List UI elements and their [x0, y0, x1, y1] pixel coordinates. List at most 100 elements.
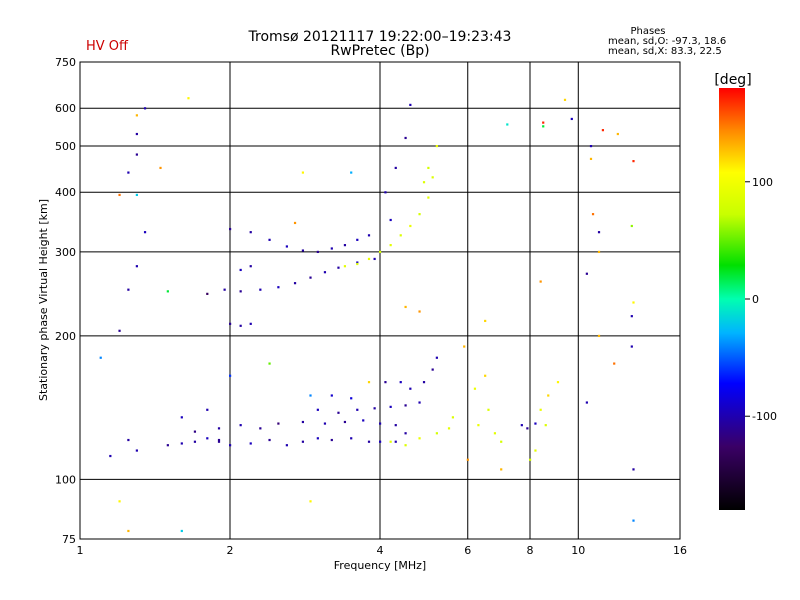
x-axis-label: Frequency [MHz] [334, 559, 426, 572]
data-point [427, 166, 430, 170]
y-tick-label: 500 [55, 140, 76, 153]
data-point [373, 407, 376, 410]
data-point [135, 449, 138, 452]
data-point [337, 411, 340, 414]
data-point [187, 97, 190, 100]
data-point [166, 290, 169, 293]
data-point [399, 381, 402, 384]
x-tick-label: 2 [227, 544, 234, 557]
data-point [463, 345, 466, 348]
data-point [394, 166, 397, 170]
data-point [239, 424, 242, 427]
data-point [477, 424, 480, 427]
data-point [143, 231, 147, 234]
data-point [447, 427, 451, 430]
data-point [585, 401, 588, 404]
data-point [127, 288, 130, 291]
data-point [316, 250, 319, 254]
data-point [285, 245, 288, 248]
data-point [109, 454, 112, 458]
data-point [217, 438, 221, 442]
data-point [418, 401, 421, 404]
data-point [373, 257, 376, 261]
data-point [630, 224, 633, 228]
data-point [330, 438, 333, 442]
data-point [632, 301, 635, 304]
y-tick-label: 600 [55, 102, 76, 115]
data-point [316, 408, 319, 411]
data-point [350, 171, 353, 174]
data-point [180, 442, 183, 445]
colorbar-label: [deg] [714, 72, 751, 88]
data-point [547, 394, 550, 397]
data-point [180, 416, 183, 419]
x-tick-label: 10 [571, 544, 585, 557]
data-point [384, 191, 387, 194]
data-point [229, 444, 232, 447]
data-point [309, 276, 312, 279]
data-point [589, 157, 593, 161]
data-point [379, 250, 382, 254]
data-point [301, 171, 305, 174]
data-point [118, 329, 121, 332]
data-point [427, 196, 430, 199]
x-tick-label: 1 [77, 544, 84, 557]
data-point [356, 261, 359, 264]
stats-o-mode: mean, sd,O: -97.3, 18.6 [608, 36, 726, 47]
data-point [435, 432, 438, 435]
data-point [487, 408, 490, 411]
data-point [118, 193, 121, 197]
data-point [534, 449, 537, 452]
data-point [118, 500, 121, 503]
data-point [249, 265, 252, 268]
data-point [259, 427, 262, 430]
data-point [597, 334, 601, 338]
data-point [394, 440, 397, 443]
data-point [206, 408, 209, 411]
data-point [356, 238, 359, 241]
data-point [135, 265, 138, 268]
data-point [613, 362, 616, 365]
grid-lines [80, 62, 680, 539]
data-point [404, 432, 407, 435]
data-point [389, 440, 392, 443]
data-point [404, 444, 407, 447]
data-point [135, 114, 138, 117]
data-point [135, 193, 138, 197]
data-point [239, 324, 242, 327]
data-point [127, 171, 130, 174]
data-point [630, 345, 633, 348]
data-point [520, 424, 523, 427]
colorbar-tick-label: -100 [752, 410, 777, 423]
data-point [180, 529, 183, 533]
data-point [229, 227, 232, 231]
y-tick-label: 300 [55, 246, 76, 259]
data-point [418, 213, 421, 216]
data-point [323, 271, 327, 274]
stats-header: Phases [630, 26, 665, 37]
data-point [451, 416, 455, 419]
data-point [259, 288, 262, 291]
x-tick-label: 6 [464, 544, 471, 557]
data-point [466, 458, 469, 461]
data-point [570, 117, 573, 121]
data-point [356, 262, 359, 266]
data-point [384, 381, 387, 384]
plot-frame [79, 61, 681, 540]
data-point [484, 374, 487, 377]
data-point [217, 427, 221, 430]
data-point [343, 244, 347, 247]
data-point [301, 440, 305, 443]
data-point [350, 397, 353, 400]
data-point [616, 132, 619, 136]
data-point [367, 257, 371, 261]
data-point [239, 268, 242, 272]
data-point [323, 422, 327, 425]
data-point [585, 272, 588, 275]
data-point [422, 181, 426, 184]
data-point [367, 440, 371, 443]
data-point [539, 408, 542, 411]
data-point [506, 123, 509, 126]
data-point [159, 166, 162, 170]
data-point [418, 437, 421, 440]
